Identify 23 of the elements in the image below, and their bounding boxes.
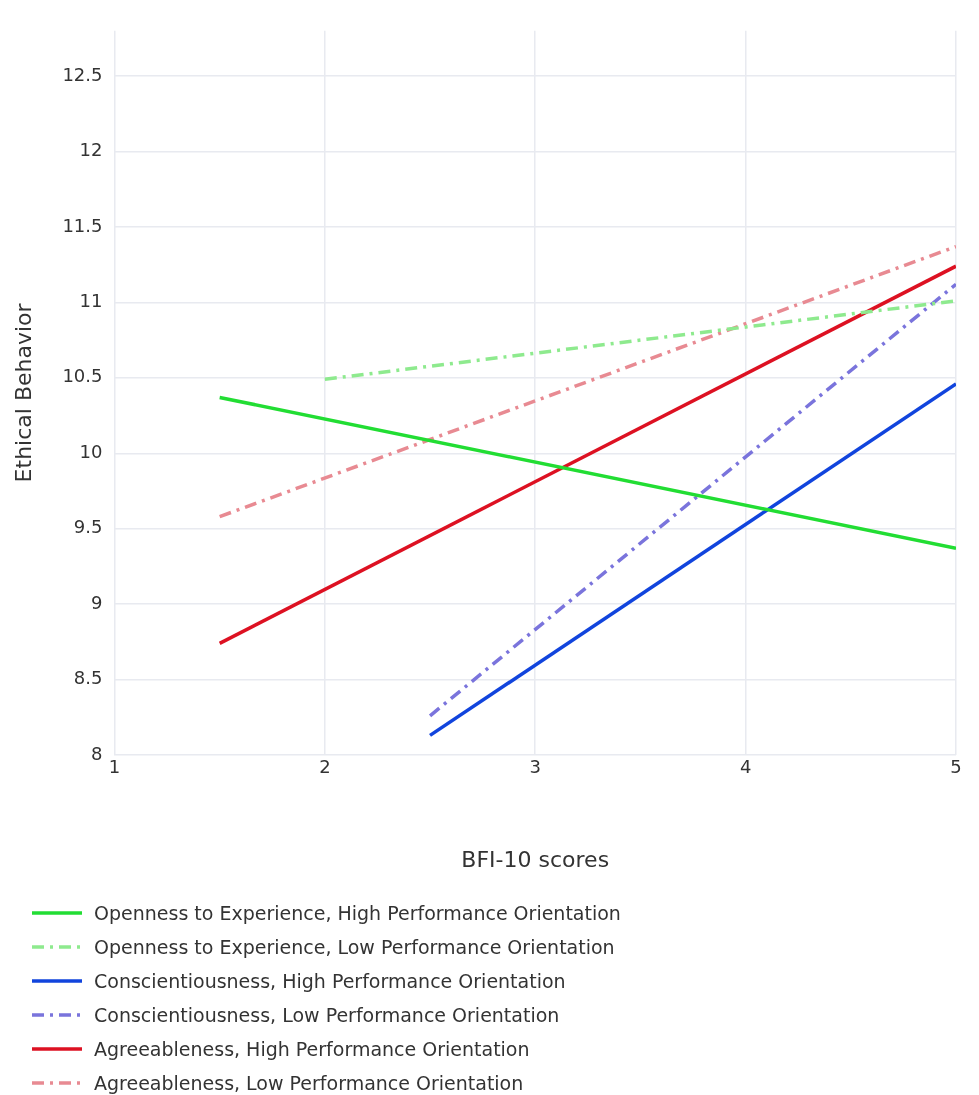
x-tick-label: 2 [319,756,331,778]
y-tick-label: 12.5 [62,63,103,85]
y-tick-label: 11.5 [62,214,103,236]
x-axis-title: BFI-10 scores [461,846,610,872]
legend-label: Conscientiousness, High Performance Orientation [94,970,566,992]
y-tick-label: 9.5 [73,516,103,538]
y-tick-label: 9 [91,591,103,613]
legend-label: Agreeableness, Low Performance Orientation [94,1072,524,1094]
legend-label: Agreeableness, High Performance Orientation [94,1038,530,1060]
legend-label: Conscientiousness, Low Performance Orientation [94,1004,560,1026]
x-tick-label: 1 [108,756,121,778]
x-tick-label: 4 [739,756,752,778]
x-tick-label: 5 [950,756,962,778]
y-tick-label: 10.5 [62,365,103,387]
y-tick-label: 10 [79,440,103,462]
legend-label: Openness to Experience, Low Performance Orientation [94,936,615,958]
y-axis-title: Ethical Behavior [10,302,36,483]
y-tick-label: 8 [91,742,103,764]
y-tick-label: 8.5 [73,667,103,689]
y-tick-label: 12 [79,139,103,161]
legend-label: Openness to Experience, High Performance Orientation [94,902,621,924]
x-tick-label: 3 [529,756,541,778]
y-tick-label: 11 [79,290,103,312]
